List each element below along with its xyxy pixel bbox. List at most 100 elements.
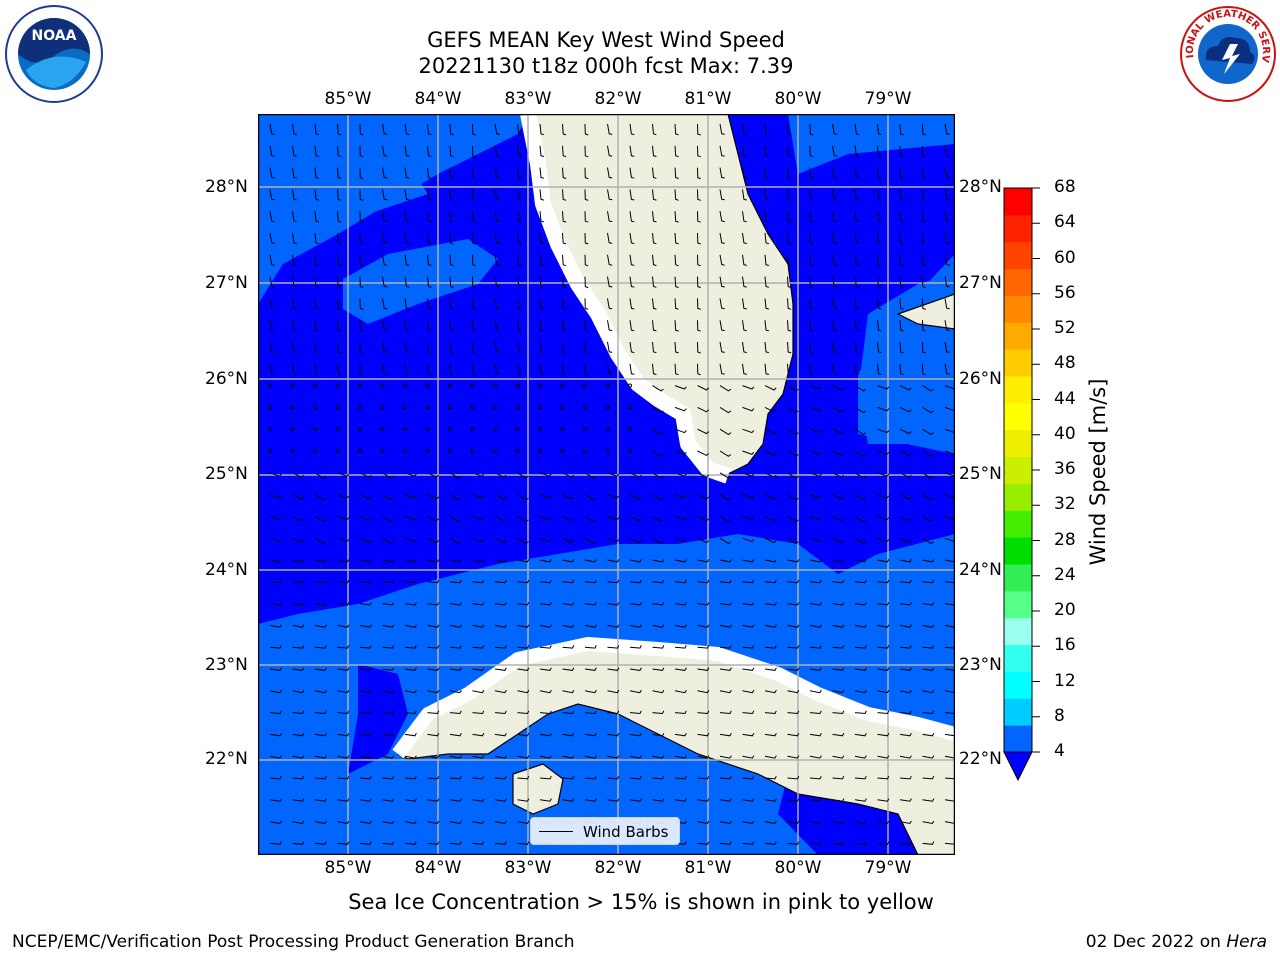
wind-barb xyxy=(922,732,935,737)
wind-barb xyxy=(674,494,687,499)
wind-barb xyxy=(314,645,327,649)
wind-barb xyxy=(899,624,912,628)
wind-barb xyxy=(719,798,732,802)
wind-barb xyxy=(494,472,507,478)
wind-barb xyxy=(314,123,320,136)
wind-barb xyxy=(764,689,777,694)
wind-barb xyxy=(449,494,462,501)
wind-barb xyxy=(674,624,687,628)
wind-barb xyxy=(764,472,777,478)
wind-barb xyxy=(562,775,575,780)
wind-barb xyxy=(517,341,522,354)
wind-barb xyxy=(314,798,327,802)
wind-barb xyxy=(427,123,432,136)
wind-barb xyxy=(629,145,635,157)
wind-barb xyxy=(719,624,732,628)
halo-cuba xyxy=(392,637,955,759)
wind-barb xyxy=(832,385,845,391)
wind-barb xyxy=(427,579,440,584)
wind-barb xyxy=(607,472,620,477)
wind-barb xyxy=(404,732,417,737)
wind-barb xyxy=(517,515,529,523)
wind-barb xyxy=(832,320,838,332)
wind-barb xyxy=(629,232,635,245)
colorbar-cell xyxy=(1004,376,1032,404)
wind-barb xyxy=(922,145,926,158)
wind-barb xyxy=(629,189,635,201)
wind-barb xyxy=(809,341,814,354)
wind-barb xyxy=(877,732,890,737)
wind-barb xyxy=(607,189,613,201)
wind-barb xyxy=(472,232,476,245)
wind-barb xyxy=(449,254,454,267)
wind-barb xyxy=(337,211,342,223)
wind-barb xyxy=(539,472,552,477)
wind-barb xyxy=(944,254,950,266)
wind-barb xyxy=(539,189,545,201)
wind-barb xyxy=(494,211,500,223)
wind-barb xyxy=(787,123,792,136)
wind-barb xyxy=(854,710,867,715)
colorbar-cell xyxy=(1004,241,1032,270)
wind-barb xyxy=(359,254,364,267)
wind-barb xyxy=(697,841,710,845)
wind-barb xyxy=(697,406,710,413)
wind-barb xyxy=(832,579,845,584)
wind-barb xyxy=(854,559,867,563)
calm-marker xyxy=(492,427,498,432)
wind-barb xyxy=(764,211,770,223)
wind-barb xyxy=(584,667,597,671)
wind-barb xyxy=(314,755,327,759)
wind-barb xyxy=(314,145,320,157)
wind-barb xyxy=(359,537,372,544)
legend-line-sample xyxy=(539,831,573,832)
wind-barb xyxy=(899,406,912,413)
wind-barb xyxy=(539,341,545,354)
wind-barb xyxy=(494,775,507,780)
calm-marker xyxy=(492,405,498,410)
wind-barb xyxy=(944,363,950,375)
wind-barb xyxy=(764,602,777,606)
wind-barb xyxy=(764,559,777,563)
wind-barb xyxy=(719,254,725,266)
colorbar-cell xyxy=(1004,214,1032,243)
wind-barb xyxy=(832,254,838,266)
wind-barb xyxy=(899,755,912,759)
wind-barb xyxy=(652,624,665,628)
colorbar-tick-label: 48 xyxy=(1054,353,1076,374)
wind-barb xyxy=(922,406,934,414)
wind-barb xyxy=(922,167,926,180)
wind-barb xyxy=(292,494,305,500)
wind-barb xyxy=(292,775,305,780)
wind-barb xyxy=(584,602,597,606)
wind-barb xyxy=(697,579,710,584)
wind-barb xyxy=(764,189,770,201)
calm-marker xyxy=(335,405,340,410)
wind-barb xyxy=(337,841,350,845)
calm-marker xyxy=(537,383,543,388)
wind-barb xyxy=(697,232,701,245)
wind-barb xyxy=(337,189,342,201)
wind-barb xyxy=(494,755,507,759)
calm-marker xyxy=(560,405,565,410)
wind-barb xyxy=(697,472,710,478)
wind-barb xyxy=(944,646,955,649)
wind-barb xyxy=(809,537,822,543)
colorbar-cell xyxy=(1004,644,1032,672)
wind-barb xyxy=(337,167,342,179)
wind-barb xyxy=(494,602,507,606)
wind-barb xyxy=(539,775,552,780)
wind-barb xyxy=(359,732,372,737)
wind-barb xyxy=(292,559,305,563)
wind-barb xyxy=(854,450,867,457)
wind-barb xyxy=(337,775,350,780)
wind-barb xyxy=(809,732,822,737)
wind-barb xyxy=(517,298,522,310)
wind-barb xyxy=(314,276,320,288)
wind-barb xyxy=(629,276,635,288)
calm-marker xyxy=(537,448,543,454)
wind-barb xyxy=(832,559,845,563)
wind-barb xyxy=(494,123,500,135)
calm-marker xyxy=(582,427,588,432)
wind-barb xyxy=(607,145,613,157)
